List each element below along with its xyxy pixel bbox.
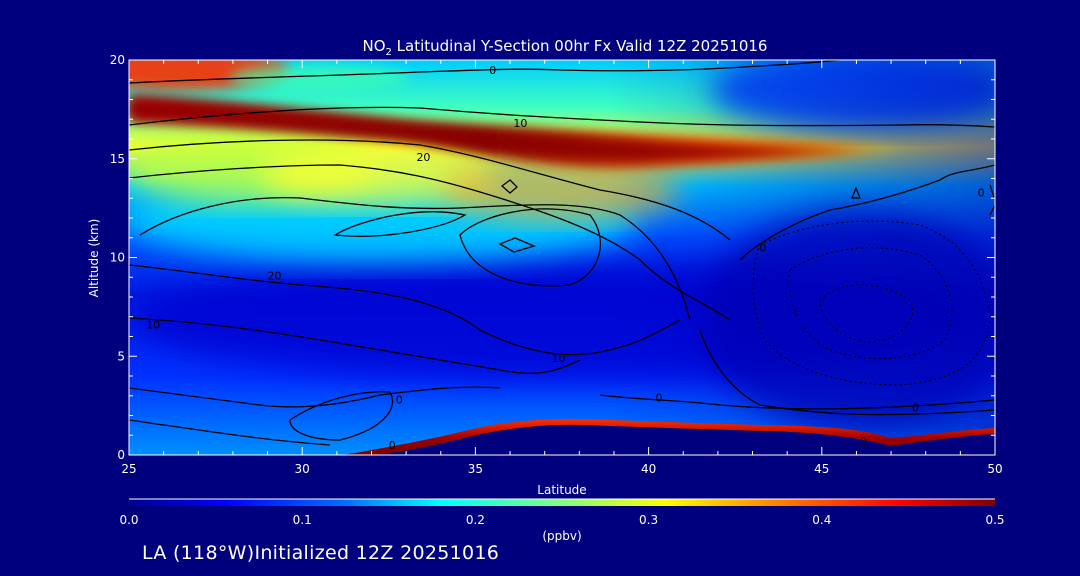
x-tick-label: 45 <box>814 462 829 476</box>
y-axis-label: Altitude (km) <box>87 219 101 298</box>
colorbar-gradient <box>129 499 995 506</box>
contour-label: 20 <box>267 269 281 282</box>
colorbar-tick-label: 0.4 <box>812 513 831 527</box>
contour-label: 10 <box>146 319 160 332</box>
colorbar-tick-label: 0.2 <box>466 513 485 527</box>
y-tick-label: 5 <box>117 349 125 363</box>
y-tick-label: 10 <box>110 251 125 265</box>
contour-label: 0 <box>912 402 919 415</box>
contour-label: 0 <box>759 242 766 255</box>
x-axis: 25 30 35 40 45 50 <box>121 60 1003 476</box>
contour-label: 0 <box>978 186 985 199</box>
contour-label: 0 <box>655 392 662 405</box>
colorbar-tick-label: 0.3 <box>639 513 658 527</box>
contour-label: 10 <box>513 117 527 130</box>
contour-lines <box>129 60 995 446</box>
colorbar-tick-label: 0.1 <box>293 513 312 527</box>
x-tick-label: 30 <box>295 462 310 476</box>
colorbar-tick-label: 0.5 <box>985 513 1004 527</box>
contour-label: 0 <box>860 435 867 448</box>
x-tick-label: 50 <box>987 462 1002 476</box>
footer-location: LA (118°W) <box>142 542 255 564</box>
footer-initialized: Initialized 12Z 20251016 <box>254 542 500 564</box>
colorbar-label: (ppbv) <box>542 529 581 543</box>
y-tick-label: 20 <box>110 53 125 67</box>
concentration-field <box>129 60 995 455</box>
y-tick-label: 15 <box>110 152 125 166</box>
x-axis-label: Latitude <box>537 483 586 497</box>
colorbar-ticks: 0.0 0.1 0.2 0.3 0.4 0.5 <box>119 513 1004 527</box>
y-tick-label: 0 <box>117 448 125 462</box>
x-tick-label: 40 <box>641 462 656 476</box>
contour-label: 20 <box>416 151 430 164</box>
colorbar-tick-label: 0.0 <box>119 513 138 527</box>
contour-label: 0 <box>396 394 403 407</box>
x-tick-label: 35 <box>468 462 483 476</box>
contour-labels: 0 10 20 20 10 10 0 0 0 0 0 0 0 <box>146 64 984 452</box>
chart-title: NO2 Latitudinal Y-Section 00hr Fx Valid … <box>363 37 768 58</box>
x-tick-label: 25 <box>121 462 136 476</box>
negative-contours <box>752 220 991 386</box>
y-axis: 0 5 10 15 20 <box>110 53 995 462</box>
contour-label: 10 <box>552 352 566 365</box>
contour-label: 0 <box>489 64 496 77</box>
contour-label: 0 <box>389 439 396 452</box>
footer: LA (118°W)Initialized 12Z 20251016 <box>142 542 499 564</box>
colorbar: 0.0 0.1 0.2 0.3 0.4 0.5 (ppbv) <box>119 498 1005 543</box>
